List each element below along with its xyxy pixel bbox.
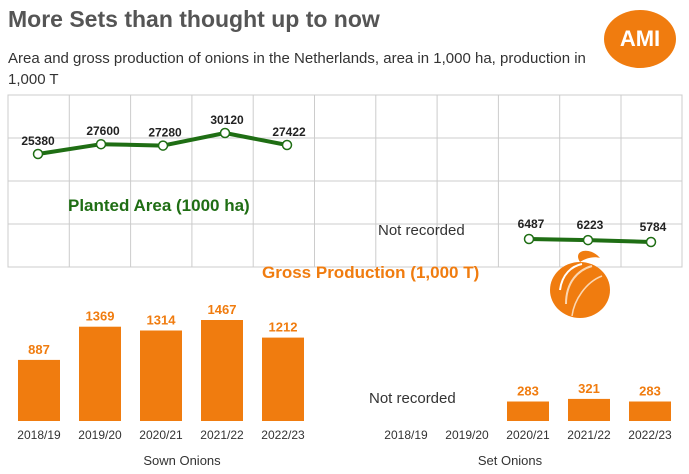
sown-onions-category-label: 2022/23 [261, 428, 305, 442]
planted-area-value-label: 27600 [86, 124, 120, 138]
logo-text: AMI [619, 26, 661, 51]
planted-area-point [32, 148, 44, 160]
gross-production-point [645, 236, 657, 248]
set-onions-category-label: 2019/20 [445, 428, 489, 442]
set-onions-bar [629, 401, 671, 421]
sown-onions-value-label: 1369 [86, 309, 115, 324]
set-onions-category-label: 2020/21 [506, 428, 550, 442]
gross-production-value-label: 5784 [640, 220, 667, 234]
set-onions-bar [507, 401, 549, 421]
set-onions-not-recorded-label: Not recorded [369, 390, 456, 407]
gross-production-point [582, 234, 594, 246]
sown-onions-value-label: 1467 [208, 302, 237, 317]
planted-area-point [157, 140, 169, 151]
sown-onions-axis-title: Sown Onions [143, 453, 221, 468]
chart-subtitle: Area and gross production of onions in t… [8, 50, 586, 88]
sown-onions-value-label: 1212 [269, 320, 298, 335]
gross-production-point [523, 233, 535, 245]
gross-production-value-label: 6487 [518, 217, 545, 231]
page-title: More Sets than thought up to now [8, 6, 380, 32]
sown-onions-category-label: 2020/21 [139, 428, 183, 442]
sown-onions-bar [262, 337, 304, 421]
sown-onions-category-label: 2018/19 [17, 428, 61, 442]
planted-area-point [219, 127, 231, 139]
sown-onions-bar [79, 326, 121, 421]
sown-onions-category-label: 2019/20 [78, 428, 122, 442]
set-onions-bar [568, 398, 610, 421]
set-onions-axis-title: Set Onions [478, 453, 543, 468]
sown-onions-category-label: 2021/22 [200, 428, 244, 442]
gross-production-value-label: 6223 [577, 218, 604, 232]
sown-onions-bar [18, 359, 60, 421]
sown-onions-value-label: 1314 [147, 313, 177, 328]
sown-onions-bar [201, 320, 243, 421]
planted-area-series-label: Planted Area (1000 ha) [68, 196, 250, 215]
sown-onions-bar [140, 330, 182, 421]
set-onions-value-label: 321 [578, 381, 600, 396]
planted-area-value-label: 25380 [21, 134, 55, 148]
onion-icon [550, 250, 610, 318]
set-onions-value-label: 283 [639, 384, 661, 399]
set-onions-category-label: 2022/23 [628, 428, 672, 442]
set-onions-category-label: 2021/22 [567, 428, 611, 442]
planted-area-value-label: 27280 [148, 126, 182, 140]
not-recorded-label: Not recorded [378, 222, 465, 239]
gross-production-series-label: Gross Production (1,000 T) [262, 263, 479, 282]
planted-area-value-label: 27422 [272, 125, 306, 139]
planted-area-value-label: 30120 [210, 113, 244, 127]
planted-area-point [95, 138, 107, 150]
set-onions-value-label: 283 [517, 384, 539, 399]
set-onions-category-label: 2018/19 [384, 428, 428, 442]
ami-logo: AMI [604, 10, 676, 68]
sown-onions-value-label: 887 [28, 342, 50, 357]
planted-area-point [281, 139, 293, 151]
